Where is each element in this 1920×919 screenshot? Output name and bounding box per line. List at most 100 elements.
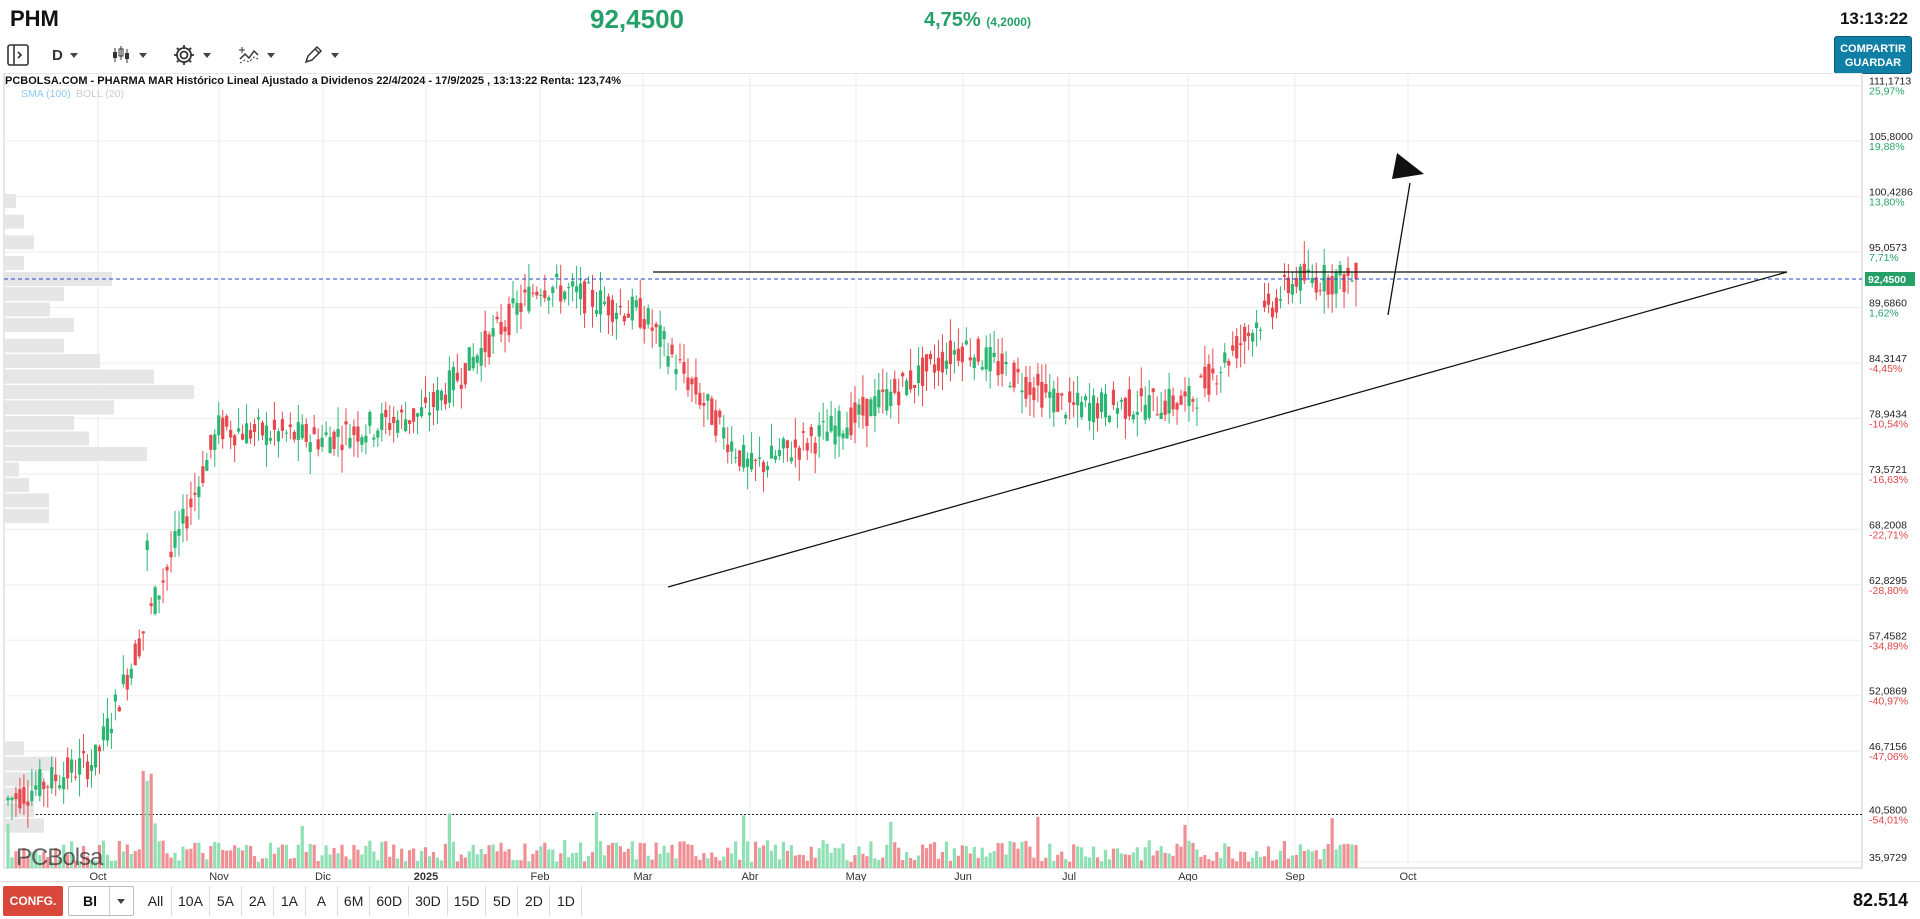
chart-svg[interactable]: Oct Nov Dic 2025 Feb Mar Abr May Jun Jul Ago Sep Oct… <box>0 72 1920 883</box>
chevron-down-icon <box>267 52 275 58</box>
volume-bar <box>113 860 117 868</box>
volume-bar <box>749 861 754 868</box>
candle-body <box>730 441 734 452</box>
volume-bar <box>376 860 380 868</box>
config-button[interactable]: CONFG. <box>3 886 63 916</box>
plot-area[interactable] <box>3 72 1863 869</box>
volume-bar <box>1258 857 1263 868</box>
volume-bar <box>857 846 861 868</box>
chevron-down-icon <box>117 899 125 904</box>
candle-body <box>1167 388 1171 414</box>
boll-indicator-label[interactable]: BOLL (20) <box>76 88 124 100</box>
candle-body <box>316 439 320 450</box>
volume-bar <box>575 852 579 868</box>
candle-body <box>769 445 774 459</box>
settings-dropdown[interactable] <box>172 42 211 68</box>
support-trendline[interactable] <box>667 271 1788 588</box>
candle-body <box>372 437 376 440</box>
candle-body <box>948 340 953 365</box>
candle-body <box>431 392 436 408</box>
range-button-6m[interactable]: 6M <box>338 886 371 916</box>
candle-body <box>62 777 66 790</box>
candle-body <box>1060 393 1064 396</box>
candle-body <box>1179 395 1183 405</box>
range-button-2d[interactable]: 2D <box>518 886 551 916</box>
volume-bar <box>46 856 50 868</box>
candles-icon <box>113 46 129 63</box>
volume-bar <box>1187 840 1191 868</box>
volume-bar <box>877 859 881 868</box>
candle-body <box>1147 395 1151 419</box>
volume-bar <box>54 848 58 868</box>
volume-bar <box>1123 854 1127 868</box>
volume-bar <box>507 849 511 868</box>
chart-type-dropdown[interactable] <box>110 42 147 68</box>
range-button-a[interactable]: A <box>306 886 338 916</box>
candle-body <box>50 767 54 789</box>
toggle-panel-button[interactable] <box>6 42 30 68</box>
volume-bar <box>765 840 770 868</box>
candle-body <box>515 302 519 315</box>
volume-bar <box>141 770 145 868</box>
drawing-tools-dropdown[interactable] <box>302 42 339 68</box>
candle-body <box>757 457 762 459</box>
y-tick-label: 57,4582 <box>1869 630 1907 642</box>
range-button-1d[interactable]: 1D <box>550 886 583 916</box>
range-button-5d[interactable]: 5D <box>486 886 519 916</box>
range-button-30d[interactable]: 30D <box>409 886 448 916</box>
volume-bar <box>81 845 86 868</box>
volume-readout: 82.514 <box>1852 890 1908 910</box>
price-chart[interactable]: Oct Nov Dic 2025 Feb Mar Abr May Jun Jul Ago Sep Oct… <box>0 72 1920 883</box>
volume-bar <box>1048 843 1052 868</box>
candle-body <box>511 298 515 304</box>
sma-indicator-label[interactable]: SMA (100) <box>21 88 71 100</box>
candle-body <box>777 449 782 456</box>
volume-bar <box>479 848 483 868</box>
range-button-all[interactable]: All <box>140 886 172 916</box>
volume-bar <box>666 852 670 868</box>
volume-bar <box>690 844 694 868</box>
volume-bar <box>1099 861 1104 868</box>
volume-bar <box>38 855 42 868</box>
range-button-15d[interactable]: 15D <box>448 886 487 916</box>
volume-bar <box>1274 859 1279 868</box>
share-save-button[interactable]: COMPARTIR GUARDAR <box>1834 36 1912 74</box>
volume-bar <box>1171 855 1175 868</box>
volume-bar <box>1056 854 1060 868</box>
volume-profile-bar <box>4 756 54 771</box>
range-button-10a[interactable]: 10A <box>172 886 210 916</box>
candle-body <box>1306 269 1310 273</box>
indicators-dropdown[interactable] <box>238 42 275 68</box>
range-button-60d[interactable]: 60D <box>370 886 410 916</box>
volume-bar <box>726 847 730 868</box>
volume-bar <box>678 841 682 868</box>
candle-body <box>1024 376 1028 399</box>
y-tick-label: 68,2008 <box>1869 519 1907 531</box>
range-button-2a[interactable]: 2A <box>242 886 274 916</box>
volume-bar <box>523 843 527 868</box>
chart-style-select[interactable]: Bl <box>68 886 134 916</box>
volume-bar <box>1354 845 1358 868</box>
candle-body <box>666 356 670 367</box>
period-dropdown[interactable]: D <box>52 42 78 68</box>
breakout-arrow-line[interactable] <box>1387 182 1411 316</box>
candle-body <box>535 291 539 296</box>
range-button-1a[interactable]: 1A <box>274 886 306 916</box>
candle-body <box>423 397 428 403</box>
candle-body <box>829 415 833 432</box>
candle-body <box>547 297 551 301</box>
candle-body <box>626 313 630 318</box>
candle-body <box>54 774 58 782</box>
volume-bar <box>714 857 718 868</box>
volume-bar <box>70 841 74 868</box>
volume-bar <box>837 848 841 868</box>
chevron-down-icon <box>203 52 211 58</box>
volume-bar <box>1290 855 1294 868</box>
range-button-5a[interactable]: 5A <box>210 886 242 916</box>
volume-bar <box>50 861 54 868</box>
volume-profile-bar <box>4 508 49 523</box>
candle-body <box>364 435 368 443</box>
volume-bar <box>439 860 444 868</box>
y-tick-percent: 13,80% <box>1869 197 1905 209</box>
candle-body <box>618 306 622 308</box>
